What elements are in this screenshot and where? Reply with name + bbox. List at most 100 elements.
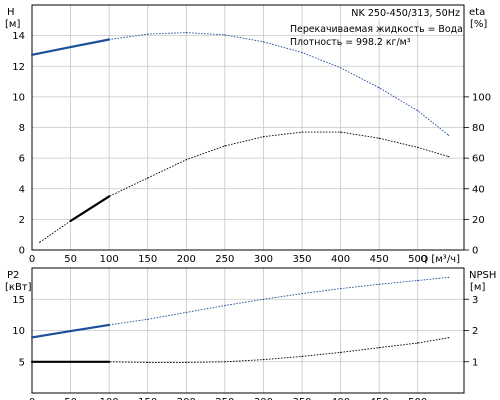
series-line-P2	[31, 276, 449, 338]
data-point-P2	[224, 304, 226, 307]
y-tick-label-left: 8	[19, 123, 25, 134]
data-point-eta	[224, 145, 226, 147]
data-point-eta	[262, 136, 264, 138]
data-point-H	[108, 38, 110, 41]
y-tick-label-left: 14	[12, 31, 25, 42]
y-tick-label-left: 6	[19, 154, 25, 165]
data-point-NPSH	[448, 337, 450, 339]
data-point-H	[262, 41, 264, 43]
data-point-H	[185, 31, 187, 34]
data-point-H	[448, 134, 450, 136]
x-tick-label: 200	[177, 397, 196, 400]
x-tick-label: 150	[138, 397, 157, 400]
y-tick-label-left: 5	[19, 357, 25, 368]
data-point-NPSH	[31, 361, 33, 363]
y-axis-unit-left: [м]	[5, 19, 20, 30]
data-point-H	[378, 87, 380, 89]
data-point-eta	[417, 146, 419, 148]
x-tick-label: 350	[292, 397, 311, 400]
x-tick-label: 0	[29, 397, 35, 400]
data-point-NPSH	[417, 342, 419, 344]
data-point-P2	[108, 324, 110, 326]
data-point-NPSH	[147, 361, 149, 363]
y-tick-label-right: 100	[472, 92, 491, 103]
y-tick-label-right: 40	[472, 184, 485, 195]
data-point-eta	[448, 156, 450, 158]
data-point-H	[70, 46, 72, 48]
y-tick-label-right: 60	[472, 154, 485, 165]
y-tick-label-right: 20	[472, 215, 485, 226]
y-tick-label-right: 2	[472, 326, 478, 337]
data-point-P2	[448, 276, 450, 278]
data-point-NPSH	[262, 359, 264, 361]
x-tick-label: 100	[100, 254, 119, 265]
x-tick-label: 500	[408, 254, 427, 265]
y-tick-label-left: 2	[19, 215, 25, 226]
x-tick-label: 50	[64, 397, 77, 400]
x-tick-label: 250	[215, 254, 234, 265]
data-point-eta	[340, 131, 342, 133]
y-tick-label-left: 12	[12, 62, 25, 73]
data-point-H	[340, 67, 342, 69]
data-point-eta	[185, 159, 187, 161]
data-point-H	[31, 54, 33, 56]
data-point-eta	[147, 177, 149, 179]
x-tick-label: 350	[292, 254, 311, 265]
x-tick-label: 400	[331, 397, 350, 400]
data-point-eta	[70, 220, 72, 222]
data-point-NPSH	[70, 361, 72, 363]
x-tick-label: 250	[215, 397, 234, 400]
data-point-NPSH	[108, 361, 110, 363]
data-point-NPSH	[340, 351, 342, 353]
chart-annotation: Перекачиваемая жидкость = Вода	[290, 24, 463, 35]
title-box	[353, 5, 464, 20]
y-tick-label-left: 0	[19, 246, 25, 257]
y-axis-name-right: NPSH	[469, 270, 496, 281]
x-tick-label: 300	[254, 397, 273, 400]
y-axis-unit-right: [м]	[470, 282, 485, 293]
data-point-H	[417, 110, 419, 112]
data-point-H	[224, 34, 226, 36]
data-point-eta	[39, 241, 41, 243]
data-point-P2	[378, 283, 380, 285]
y-tick-label-right: 80	[472, 123, 485, 134]
chart-panel-1: 0 2 4 6 8 10 12 14 0 20 40 60 80 100 0 50 100 150 200 250 30…	[5, 4, 491, 265]
chart-annotation: Плотность = 998.2 кг/м³	[290, 37, 411, 48]
data-point-P2	[147, 318, 149, 320]
data-point-eta	[301, 131, 303, 133]
x-tick-label: 500	[408, 397, 427, 400]
data-point-NPSH	[301, 355, 303, 357]
data-point-P2	[31, 336, 33, 338]
y-tick-label-right: 3	[472, 295, 478, 306]
x-tick-label: 400	[331, 254, 350, 265]
y-tick-label-right: 0	[472, 246, 478, 257]
series-line-eta	[39, 131, 449, 243]
x-tick-label: 200	[177, 254, 196, 265]
data-point-NPSH	[224, 361, 226, 363]
y-tick-label-left: 10	[12, 92, 25, 103]
chart-title: NK 250-450/313, 50Hz	[351, 8, 460, 19]
x-tick-label: 450	[370, 254, 389, 265]
x-tick-label: 0	[29, 254, 35, 265]
data-point-eta	[108, 195, 110, 197]
x-tick-label: 100	[100, 397, 119, 400]
data-point-P2	[185, 311, 187, 313]
y-axis-name-left: P2	[7, 270, 19, 281]
data-point-P2	[262, 298, 264, 300]
data-point-H	[301, 51, 303, 54]
y-axis-name-right: eta	[469, 7, 485, 18]
y-tick-label-right: 1	[472, 357, 478, 368]
data-point-NPSH	[185, 361, 187, 363]
data-point-NPSH	[378, 347, 380, 349]
x-tick-label: 150	[138, 254, 157, 265]
y-tick-label-left: 4	[19, 184, 25, 195]
y-tick-label-left: 15	[12, 295, 25, 306]
y-axis-unit-left: [кВт]	[5, 282, 32, 293]
series-line-NPSH	[32, 337, 449, 363]
data-point-P2	[70, 330, 72, 332]
data-point-H	[147, 33, 149, 35]
data-point-eta	[378, 137, 380, 139]
series-operating-range-eta	[69, 195, 111, 222]
x-tick-label: 450	[370, 397, 389, 400]
